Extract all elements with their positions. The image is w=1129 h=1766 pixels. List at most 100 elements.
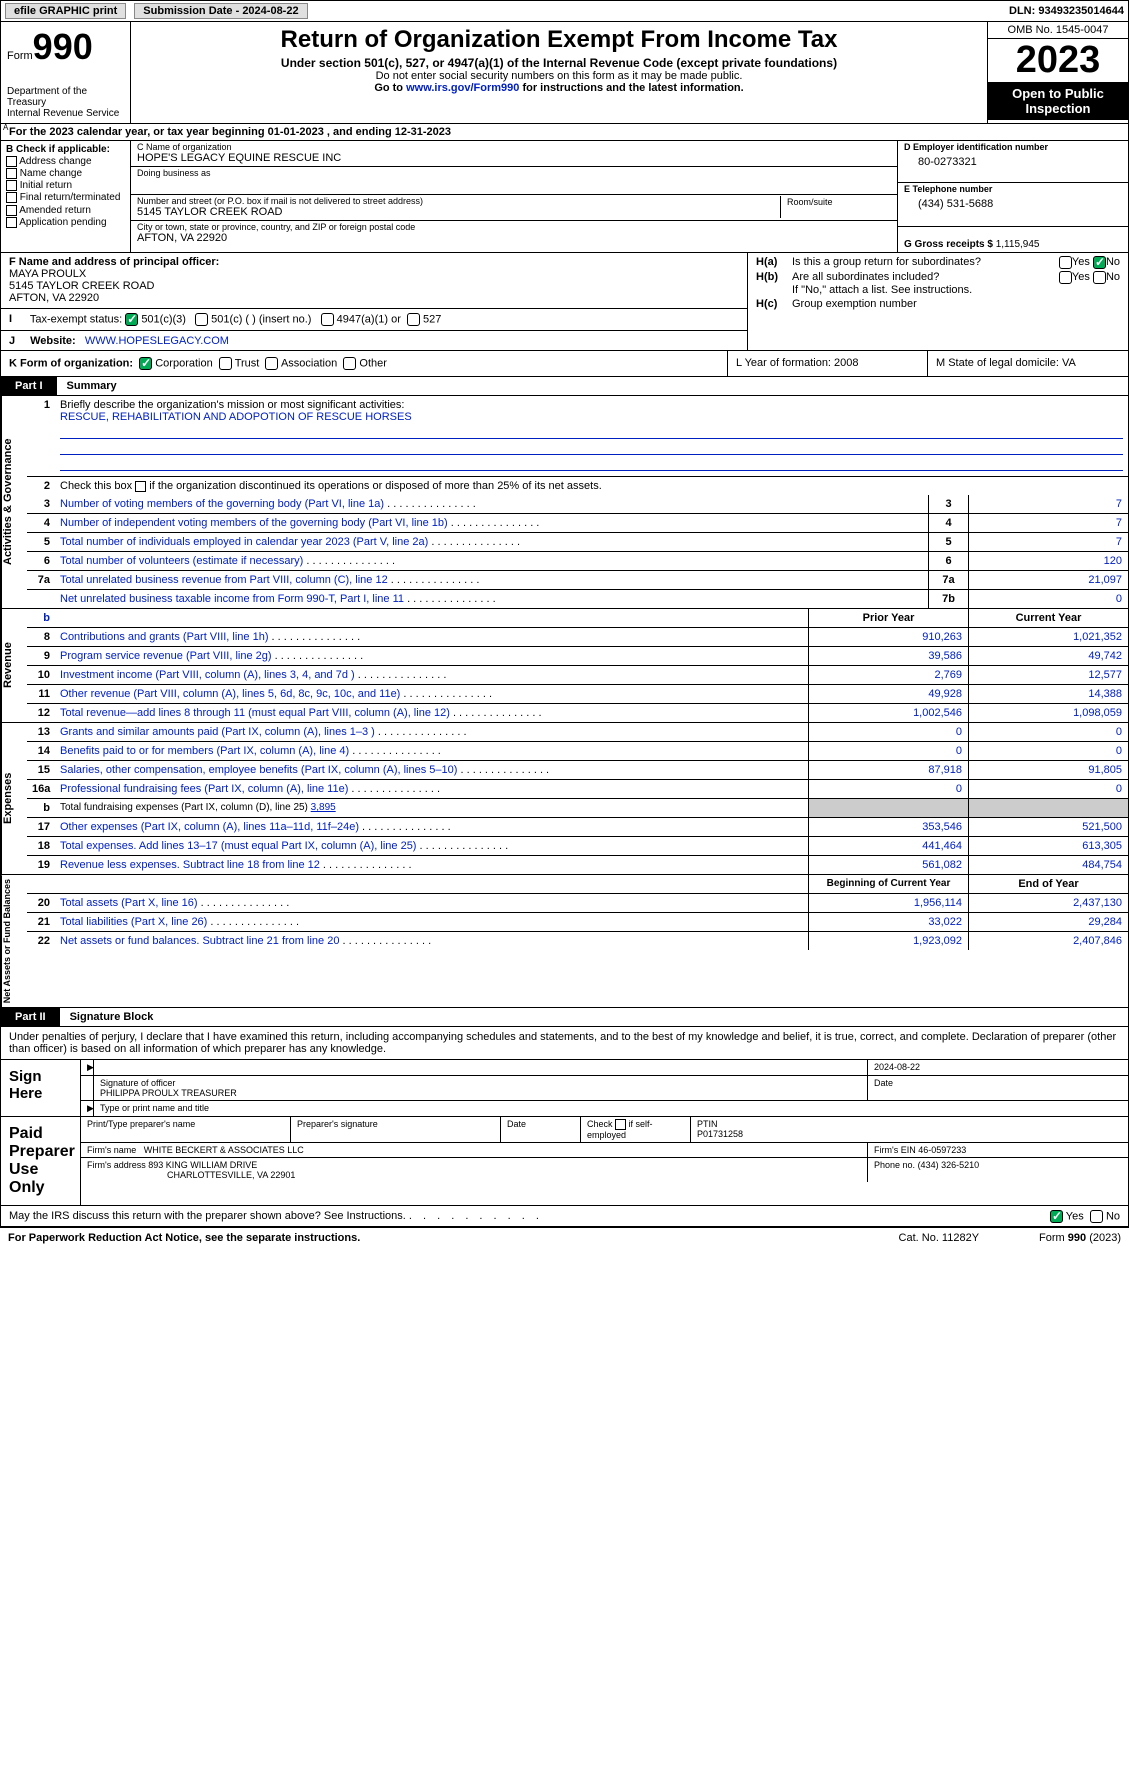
checkbox-4947[interactable] xyxy=(321,313,334,326)
year-formation: L Year of formation: 2008 xyxy=(728,351,928,376)
dln-label: DLN: 93493235014644 xyxy=(1009,5,1124,17)
summary-governance: Activities & Governance 1 Briefly descri… xyxy=(0,396,1129,609)
mission-text: RESCUE, REHABILITATION AND ADOPOTION OF … xyxy=(60,411,412,423)
ptin-value: P01731258 xyxy=(697,1129,743,1139)
phone-value: (434) 531-5688 xyxy=(904,194,1122,210)
checkbox-527[interactable] xyxy=(407,313,420,326)
org-city: AFTON, VA 22920 xyxy=(137,232,891,244)
summary-revenue: Revenue bPrior YearCurrent Year 8Contrib… xyxy=(0,609,1129,723)
checkbox-initial[interactable] xyxy=(6,180,17,191)
table-row: 12Total revenue—add lines 8 through 11 (… xyxy=(27,704,1128,722)
table-row: 11Other revenue (Part VIII, column (A), … xyxy=(27,685,1128,704)
line7a-value: 21,097 xyxy=(968,571,1128,589)
form-header: Form990 Department of the Treasury Inter… xyxy=(0,22,1129,124)
checkbox-ha-yes[interactable] xyxy=(1059,256,1072,269)
table-row: 14Benefits paid to or for members (Part … xyxy=(27,742,1128,761)
col-b: B Check if applicable: Address change Na… xyxy=(1,141,131,252)
inspection-badge: Open to Public Inspection xyxy=(988,82,1128,120)
table-row: 16aProfessional fundraising fees (Part I… xyxy=(27,780,1128,799)
checkbox-mayirs-no[interactable] xyxy=(1090,1210,1103,1223)
firm-name: WHITE BECKERT & ASSOCIATES LLC xyxy=(144,1145,304,1155)
sign-here-block: Sign Here 2024-08-22 Signature of office… xyxy=(0,1059,1129,1117)
line4-value: 7 xyxy=(968,514,1128,532)
table-row: 10Investment income (Part VIII, column (… xyxy=(27,666,1128,685)
table-row: 13Grants and similar amounts paid (Part … xyxy=(27,723,1128,742)
line7b-value: 0 xyxy=(968,590,1128,608)
checkbox-corp[interactable] xyxy=(139,357,152,370)
officer-name: MAYA PROULX xyxy=(9,268,739,280)
line5-value: 7 xyxy=(968,533,1128,551)
checkbox-pending[interactable] xyxy=(6,217,17,228)
irs-link[interactable]: www.irs.gov/Form990 xyxy=(406,82,519,94)
checkbox-name[interactable] xyxy=(6,168,17,179)
part-ii-header: Part IISignature Block xyxy=(0,1008,1129,1027)
checkbox-501c3[interactable] xyxy=(125,313,138,326)
website-value: WWW.HOPESLEGACY.COM xyxy=(85,335,229,347)
summary-netassets: Net Assets or Fund Balances Beginning of… xyxy=(0,875,1129,1008)
form-title: Return of Organization Exempt From Incom… xyxy=(141,26,977,54)
submission-date: Submission Date - 2024-08-22 xyxy=(134,3,307,19)
checkbox-other[interactable] xyxy=(343,357,356,370)
gross-receipts: 1,115,945 xyxy=(996,239,1040,250)
checkbox-discontinued[interactable] xyxy=(135,481,146,492)
row-k: K Form of organization: Corporation Trus… xyxy=(0,351,1129,377)
officer-signature: PHILIPPA PROULX TREASURER xyxy=(100,1088,237,1098)
checkbox-selfemployed[interactable] xyxy=(615,1119,626,1130)
table-row: 17Other expenses (Part IX, column (A), l… xyxy=(27,818,1128,837)
firm-ein: 46-0597233 xyxy=(918,1145,966,1155)
form-subtitle-1: Under section 501(c), 527, or 4947(a)(1)… xyxy=(141,56,977,70)
checkbox-trust[interactable] xyxy=(219,357,232,370)
page-footer: For Paperwork Reduction Act Notice, see … xyxy=(0,1227,1129,1248)
checkbox-ha-no[interactable] xyxy=(1093,256,1106,269)
block-bcdeg: B Check if applicable: Address change Na… xyxy=(0,141,1129,253)
tab-netassets: Net Assets or Fund Balances xyxy=(1,875,27,1007)
checkbox-hb-yes[interactable] xyxy=(1059,271,1072,284)
firm-addr2: CHARLOTTESVILLE, VA 22901 xyxy=(87,1170,295,1180)
line-a: A For the 2023 calendar year, or tax yea… xyxy=(0,124,1129,141)
dept-label: Department of the Treasury Internal Reve… xyxy=(7,86,124,119)
table-row: 22Net assets or fund balances. Subtract … xyxy=(27,932,1128,950)
col-c: C Name of organizationHOPE'S LEGACY EQUI… xyxy=(131,141,898,252)
checkbox-assoc[interactable] xyxy=(265,357,278,370)
tab-expenses: Expenses xyxy=(1,723,27,874)
table-row: 18Total expenses. Add lines 13–17 (must … xyxy=(27,837,1128,856)
may-irs-row: May the IRS discuss this return with the… xyxy=(0,1206,1129,1227)
omb-number: OMB No. 1545-0047 xyxy=(988,22,1128,39)
checkbox-amended[interactable] xyxy=(6,205,17,216)
tab-revenue: Revenue xyxy=(1,609,27,722)
checkbox-hb-no[interactable] xyxy=(1093,271,1106,284)
form-subtitle-2: Do not enter social security numbers on … xyxy=(141,70,977,82)
checkbox-address[interactable] xyxy=(6,156,17,167)
tax-year: 2023 xyxy=(988,39,1128,82)
form-subtitle-3: Go to www.irs.gov/Form990 for instructio… xyxy=(141,82,977,94)
block-f: F Name and address of principal officer:… xyxy=(1,253,748,350)
perjury-text: Under penalties of perjury, I declare th… xyxy=(0,1027,1129,1059)
table-row: 21Total liabilities (Part X, line 26)33,… xyxy=(27,913,1128,932)
table-row: 8Contributions and grants (Part VIII, li… xyxy=(27,628,1128,647)
efile-button[interactable]: efile GRAPHIC print xyxy=(5,3,126,19)
line6-value: 120 xyxy=(968,552,1128,570)
checkbox-mayirs-yes[interactable] xyxy=(1050,1210,1063,1223)
state-domicile: M State of legal domicile: VA xyxy=(928,351,1128,376)
checkbox-501c[interactable] xyxy=(195,313,208,326)
row-fh: F Name and address of principal officer:… xyxy=(0,253,1129,351)
ein-value: 80-0273321 xyxy=(904,152,1122,168)
checkbox-final[interactable] xyxy=(6,192,17,203)
table-row: 19Revenue less expenses. Subtract line 1… xyxy=(27,856,1128,874)
summary-expenses: Expenses 13Grants and similar amounts pa… xyxy=(0,723,1129,875)
line3-value: 7 xyxy=(968,495,1128,513)
table-row: 15Salaries, other compensation, employee… xyxy=(27,761,1128,780)
firm-addr1: 893 KING WILLIAM DRIVE xyxy=(148,1160,257,1170)
part-i-header: Part ISummary xyxy=(0,377,1129,396)
form-word: Form xyxy=(7,50,33,62)
paid-preparer-block: Paid Preparer Use Only Print/Type prepar… xyxy=(0,1117,1129,1206)
block-h: H(a)Is this a group return for subordina… xyxy=(748,253,1128,350)
org-name: HOPE'S LEGACY EQUINE RESCUE INC xyxy=(137,152,891,164)
sign-date: 2024-08-22 xyxy=(874,1062,920,1072)
table-row: 9Program service revenue (Part VIII, lin… xyxy=(27,647,1128,666)
org-address: 5145 TAYLOR CREEK ROAD xyxy=(137,206,780,218)
table-row: 20Total assets (Part X, line 16)1,956,11… xyxy=(27,894,1128,913)
firm-phone: (434) 326-5210 xyxy=(918,1160,980,1170)
col-deg: D Employer identification number80-02733… xyxy=(898,141,1128,252)
top-toolbar: efile GRAPHIC print Submission Date - 20… xyxy=(0,0,1129,22)
